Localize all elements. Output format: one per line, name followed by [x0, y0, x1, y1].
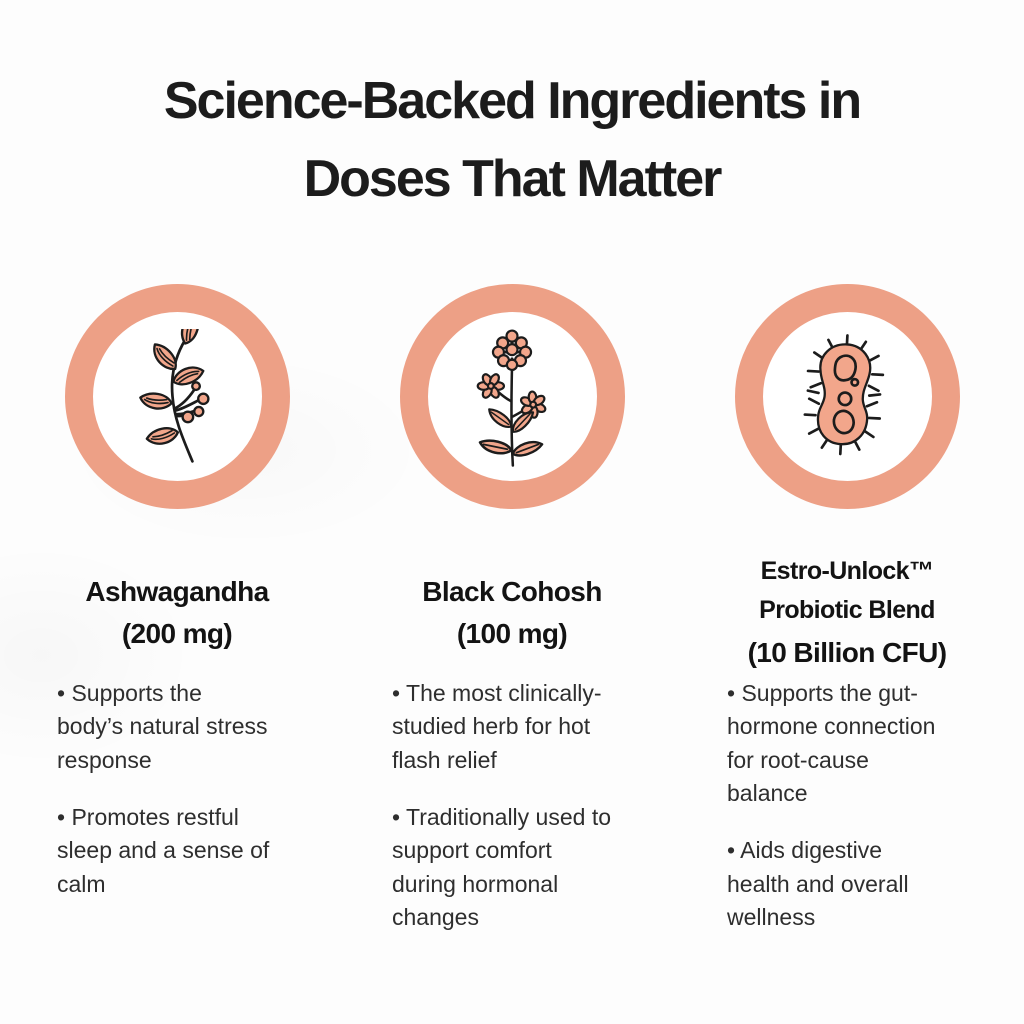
benefit-item: • Promotes restful sleep and a sense of … [57, 804, 270, 897]
benefit-item: • Aids digestive health and overall well… [727, 837, 909, 931]
ingredient-heading: Ashwagandha (200 mg) [85, 576, 269, 649]
ingredient-name: Estro-Unlock™ Probiotic Blend [759, 557, 935, 624]
benefit-item: • The most clinically- studied herb for … [392, 680, 602, 773]
probiotic-bacterium-icon [803, 333, 885, 455]
benefit-item: • Supports the gut- hormone connection f… [727, 680, 936, 807]
ashwagandha-branch-icon [139, 328, 210, 463]
icon-circle [399, 284, 625, 509]
benefit-list: • Supports the gut- hormone connection f… [687, 677, 1007, 934]
benefit-item: • Traditionally used to support comfort … [392, 804, 612, 931]
ingredient-columns: Ashwagandha (200 mg) • Supports the body… [17, 284, 1007, 958]
column-ashwagandha: Ashwagandha (200 mg) • Supports the body… [17, 284, 337, 958]
benefit-item: • Supports the body’s natural stress res… [57, 680, 268, 773]
icon-circle [734, 284, 960, 509]
black-cohosh-flower-icon [476, 328, 547, 467]
column-black-cohosh: Black Cohosh (100 mg) • The most clinica… [352, 284, 672, 958]
ingredient-heading: Estro-Unlock™ Probiotic Blend (10 Billio… [687, 555, 1007, 671]
ingredient-heading: Black Cohosh (100 mg) [422, 576, 602, 649]
ingredient-dose: (10 Billion CFU) [747, 636, 947, 668]
benefit-list: • Supports the body’s natural stress res… [17, 677, 337, 901]
page-title: Science-Backed Ingredients in Doses That… [163, 72, 862, 208]
icon-circle [64, 284, 290, 509]
benefit-list: • The most clinically- studied herb for … [352, 677, 672, 934]
column-probiotic-blend: Estro-Unlock™ Probiotic Blend (10 Billio… [687, 284, 1007, 958]
